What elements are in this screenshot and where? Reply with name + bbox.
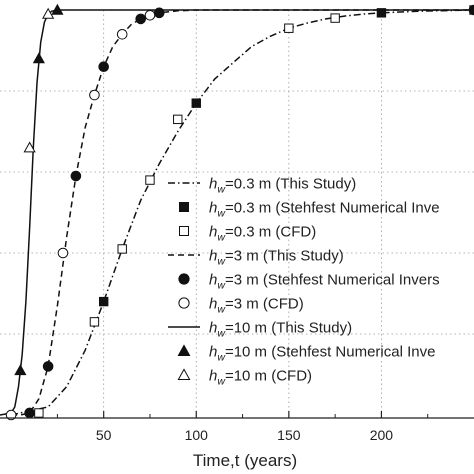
data-point-square-filled-hw-0_3: [98, 296, 109, 307]
data-point-circle-open-hw-3: [116, 29, 128, 40]
data-point-square-open-hw-0_3: [89, 317, 100, 327]
data-point-circle-filled-hw-3: [70, 170, 82, 182]
data-point-square-open-hw-0_3: [117, 244, 127, 254]
legend-entry-label: hw=3 m (Stehfest Numerical Invers: [209, 272, 440, 292]
legend-marker-triangle-open: [177, 368, 191, 380]
legend-marker-triangle-filled: [177, 344, 191, 356]
data-point-circle-filled-hw-3: [24, 407, 35, 419]
legend-entry-label: hw=0.3 m (CFD): [209, 224, 316, 244]
data-point-square-open-hw-0_3: [330, 13, 340, 23]
series-line-hw-0_3-dashdot: [10, 9, 474, 416]
legend-marker-square-filled: [179, 202, 189, 212]
x-tick-label: 100: [185, 427, 209, 443]
legend-entry-label: hw=3 m (This Study): [209, 248, 344, 268]
data-point-circle-filled-hw-3: [135, 13, 147, 25]
x-ticks: 50 100 150 200: [56, 411, 429, 443]
data-point-triangle-filled-hw-10: [32, 52, 45, 64]
data-point-triangle-open-hw-10: [42, 7, 55, 19]
x-tick-label: 200: [370, 427, 394, 443]
legend-entry-label: hw=0.3 m (Stehfest Numerical Inve: [209, 200, 440, 220]
data-point-square-filled-hw-0_3: [191, 98, 201, 108]
legend-entry-label: hw=10 m (Stehfest Numerical Inve: [209, 344, 435, 364]
legend-entry-label: hw=3 m (CFD): [209, 296, 304, 316]
data-point-circle-open-hw-3: [57, 247, 69, 259]
data-point-square-open-hw-0_3: [173, 114, 183, 125]
data-point-square-open-hw-0_3: [145, 175, 155, 185]
grid: [0, 10, 474, 418]
data-point-circle-filled-hw-3: [468, 4, 474, 16]
data-point-triangle-filled-hw-10: [51, 3, 64, 15]
data-point-circle-open-hw-3: [89, 89, 100, 101]
data-point-circle-filled-hw-3: [153, 7, 165, 19]
data-point-triangle-filled-hw-10: [14, 364, 27, 376]
data-point-circle-open-hw-3: [144, 9, 156, 21]
data-point-square-filled-hw-0_3: [376, 8, 387, 18]
legend-entry-label: hw=0.3 m (This Study): [209, 176, 356, 196]
legend: hw=0.3 m (This Study) hw=0.3 m (Stehfest …: [168, 176, 440, 388]
data-point-triangle-open-hw-10: [23, 141, 36, 153]
legend-marker-circle-filled: [178, 273, 190, 285]
legend-entry-label: hw=10 m (This Study): [209, 320, 352, 340]
data-point-square-open-hw-0_3: [284, 23, 294, 33]
legend-entry-label: hw=10 m (CFD): [209, 368, 312, 388]
data-point-circle-filled-hw-3: [98, 61, 109, 72]
legend-marker-square-open: [179, 226, 189, 236]
x-axis-label: Time,t (years): [193, 451, 297, 470]
data-point-square-open-hw-0_3: [34, 408, 44, 418]
x-tick-label: 150: [277, 427, 301, 443]
series-markers: [5, 3, 474, 421]
legend-marker-circle-open: [178, 297, 190, 309]
data-point-circle-filled-hw-3: [42, 361, 54, 372]
x-tick-label: 50: [96, 427, 112, 443]
